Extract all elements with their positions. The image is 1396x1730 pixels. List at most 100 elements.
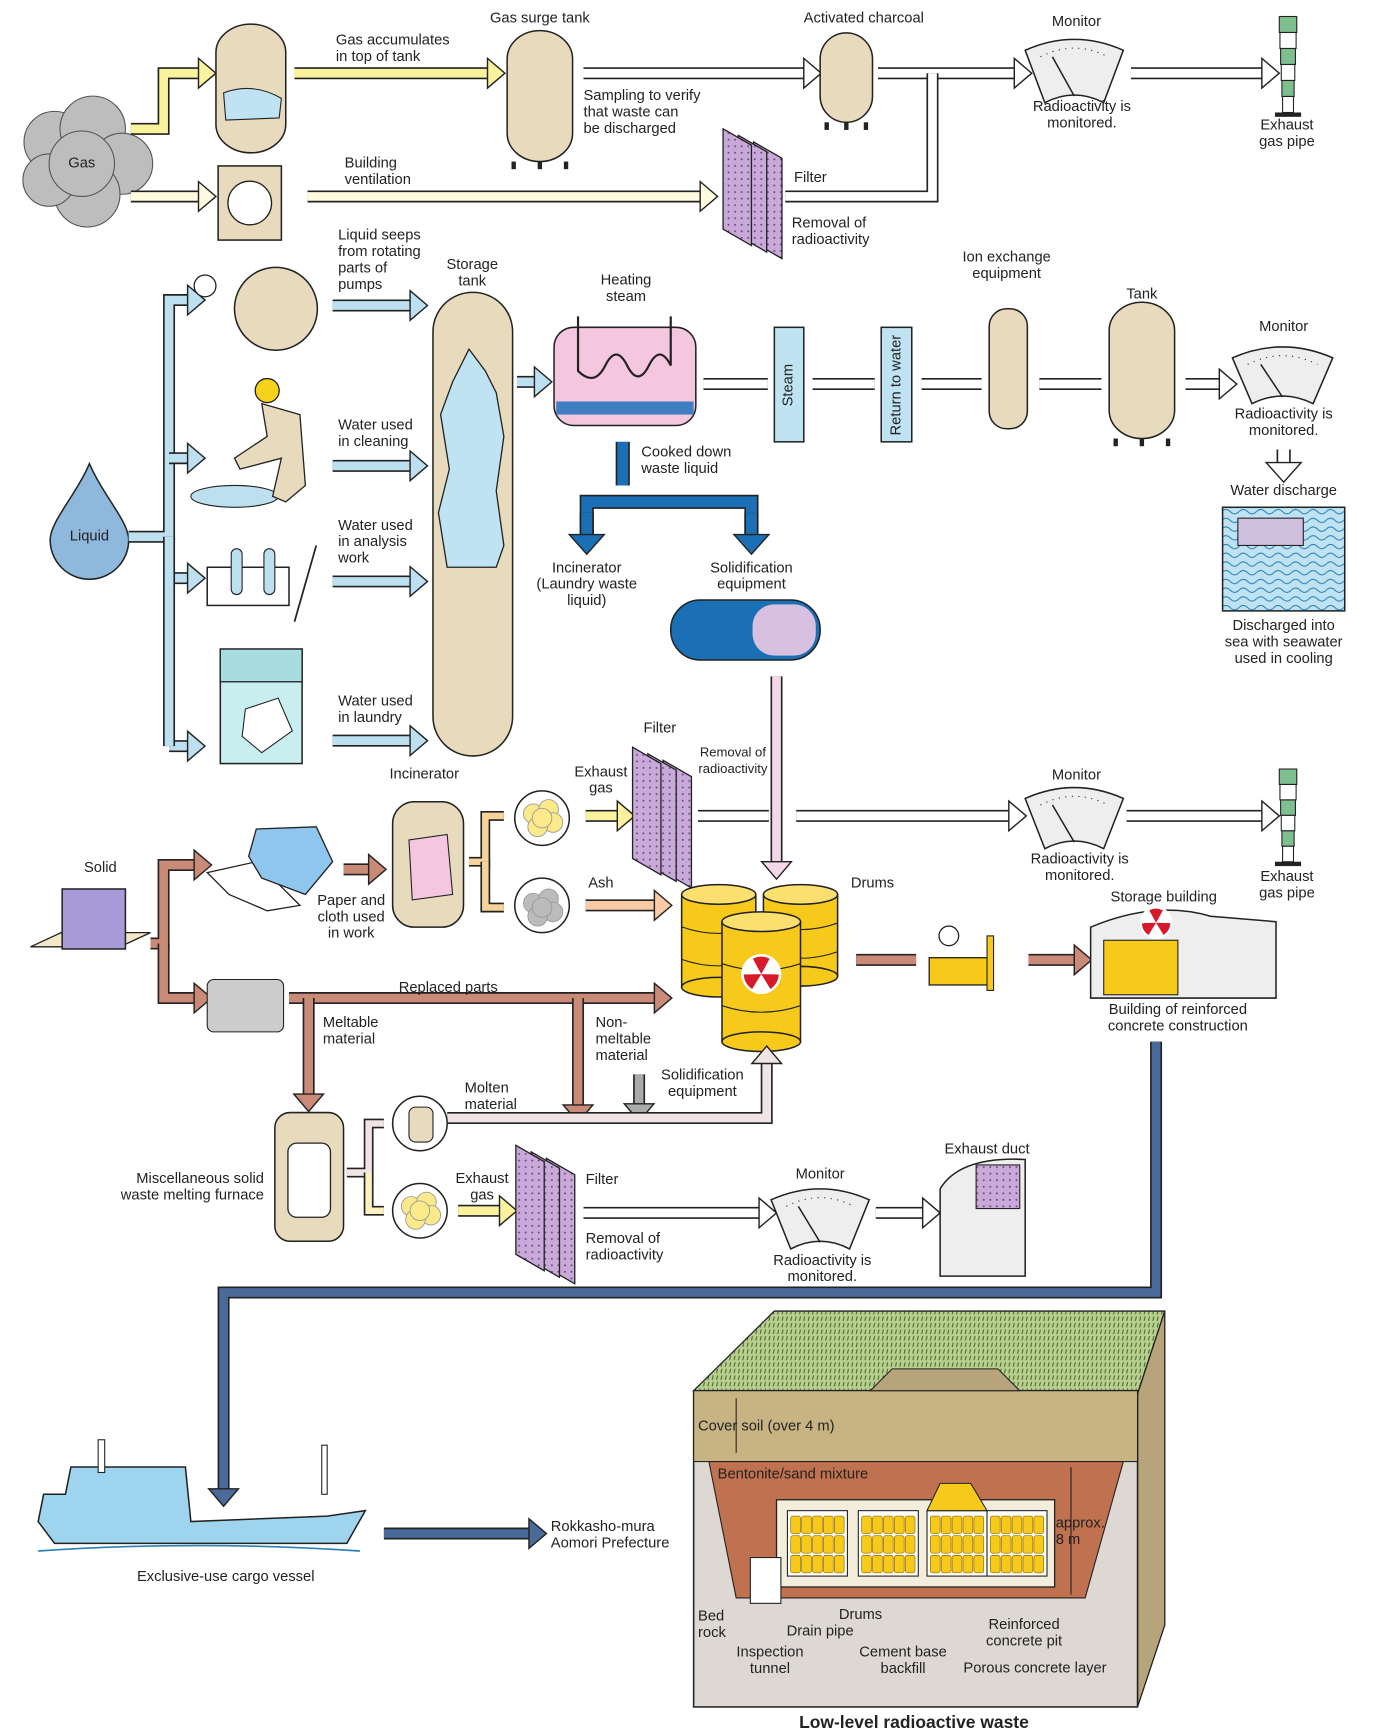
label: Return to water [888, 335, 904, 436]
label-line: Removal of [792, 216, 867, 232]
label: Filter [794, 170, 827, 186]
label: Exhaustgas pipe [1259, 869, 1315, 901]
pit-drum [894, 1516, 904, 1533]
label-line: radioactivity [586, 1247, 664, 1263]
pit-drum [963, 1516, 973, 1533]
label-line: Exhaust [574, 764, 627, 780]
label-line: Removal of [586, 1231, 661, 1247]
pit-drum [974, 1555, 984, 1572]
tank-leg [1114, 439, 1118, 447]
conduit [151, 865, 195, 944]
pit-drum [894, 1536, 904, 1553]
duct-grille [976, 1165, 1020, 1209]
label-line: Discharged into [1233, 618, 1335, 634]
trench [870, 1369, 1019, 1391]
filter-plate [516, 1145, 544, 1270]
label-line: Liquid seeps [338, 228, 421, 244]
arrowhead [734, 535, 769, 555]
label-line: steam [606, 289, 646, 305]
solid-cube [62, 889, 125, 949]
fan-blades [228, 181, 272, 225]
chimney-band [1282, 831, 1294, 846]
label-line: waste melting furnace [120, 1187, 264, 1203]
pit-drum [813, 1555, 823, 1572]
filter-plate [633, 747, 661, 875]
label-line: monitored. [788, 1269, 858, 1285]
label: Replaced parts [399, 980, 498, 996]
label-line: equipment [717, 577, 786, 593]
arrowhead [194, 850, 211, 880]
label-line: Aomori Prefecture [551, 1535, 670, 1551]
label-line: monitored. [1045, 868, 1115, 884]
label-line: Sampling to verify [583, 88, 701, 104]
arrowhead [410, 567, 427, 597]
label: Buildingventilation [345, 156, 411, 188]
conduit [485, 862, 504, 908]
pit-drum [862, 1536, 872, 1553]
water-tank [1109, 302, 1174, 438]
forklift-mast [987, 936, 994, 991]
forklift-driver [939, 926, 959, 946]
title: Low-level radioactive waste [799, 1712, 1029, 1730]
tank-leg [1140, 439, 1144, 447]
label-line: Exhaust [1260, 869, 1313, 885]
pit-drum [1012, 1516, 1022, 1533]
arrowhead [654, 983, 671, 1013]
machine-top [220, 649, 302, 682]
pit-drum [905, 1516, 915, 1533]
label: Monitor [1052, 767, 1101, 783]
label-line: Storage [446, 257, 498, 273]
arrowhead [209, 1489, 239, 1506]
label-line: parts of [338, 260, 388, 276]
label-line: Cement base [859, 1644, 947, 1660]
arrowhead [198, 182, 215, 212]
label-line: in cleaning [338, 434, 408, 450]
label-line: Rokkasho-mura [551, 1519, 656, 1535]
label-line: ventilation [345, 172, 411, 188]
arrowhead [1009, 801, 1026, 831]
arrowhead [188, 731, 205, 761]
pit-drum [952, 1536, 962, 1553]
label-line: Water used [338, 518, 413, 534]
label-line: Building [345, 156, 397, 172]
label-line: concrete construction [1108, 1018, 1248, 1034]
puff [532, 808, 552, 828]
label-line: Radioactivity is [1033, 99, 1131, 115]
filter-plate [723, 129, 751, 246]
pit-drum [963, 1536, 973, 1553]
label: Monitor [796, 1167, 845, 1183]
label-line: Radioactivity is [1235, 406, 1333, 422]
label-line: material [323, 1031, 375, 1047]
body: GasGas accumulatesin top of tankGas surg… [0, 0, 1396, 1730]
pit-drum [974, 1516, 984, 1533]
label: Rokkasho-muraAomori Prefecture [551, 1519, 670, 1551]
vessel-wake [38, 1546, 360, 1551]
label-line: Bed [698, 1608, 724, 1624]
puff [532, 898, 552, 918]
pit-drum [952, 1516, 962, 1533]
pit-drum [1001, 1536, 1011, 1553]
label-line: work [337, 550, 370, 566]
label-line: pumps [338, 277, 382, 293]
label: Sampling to verifythat waste canbe disch… [583, 88, 701, 137]
arrowhead [529, 1519, 546, 1549]
label-line: Inspection [736, 1644, 803, 1660]
label-line: Removal of [700, 745, 767, 760]
arrowhead [700, 182, 717, 212]
pipette [294, 545, 316, 621]
shapes [23, 16, 1345, 1706]
drum-bottom [722, 1032, 801, 1052]
label-line: Meltable [323, 1015, 379, 1031]
chimney-band [1283, 846, 1294, 861]
label-line: Incinerator [552, 560, 622, 576]
chimney-band [1279, 16, 1296, 32]
label-line: equipment [668, 1084, 737, 1100]
pit-drum [823, 1555, 833, 1572]
label-line: gas pipe [1259, 134, 1315, 150]
pit-drum [930, 1516, 940, 1533]
label: Miscellaneous solidwaste melting furnace [120, 1171, 264, 1203]
label: Drain pipe [787, 1624, 854, 1640]
pit-drum [930, 1536, 940, 1553]
arrowhead [1074, 945, 1091, 975]
